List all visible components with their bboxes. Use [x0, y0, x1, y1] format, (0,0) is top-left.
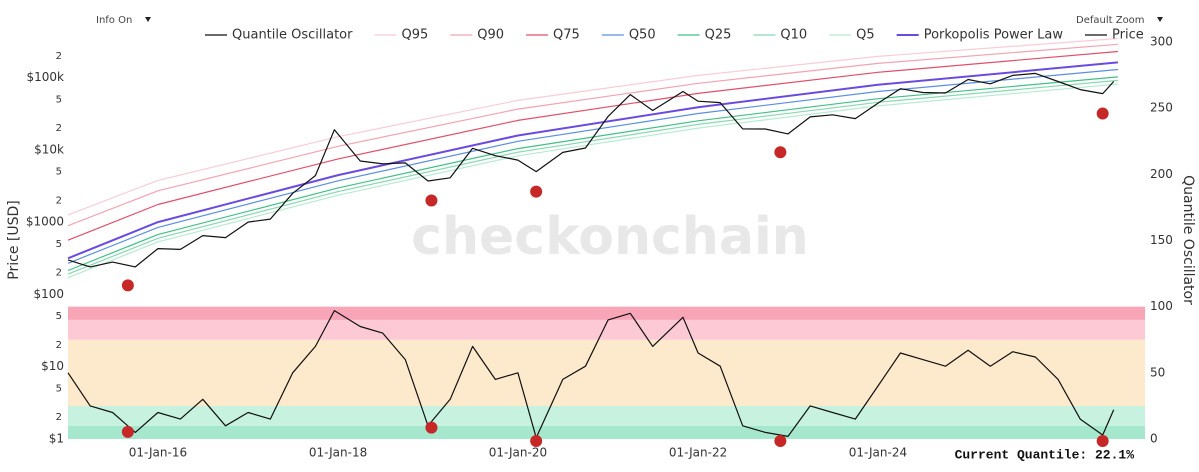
series-line: [67, 79, 1118, 275]
series-line: [67, 310, 1115, 439]
legend-label: Porkopolis Power Law: [924, 28, 1064, 43]
plot-layer: [67, 37, 1145, 447]
legend-label: Q5: [856, 28, 875, 43]
y2-tick-label: 150: [1150, 233, 1173, 247]
x-tick-label: 01-Jan-20: [489, 446, 547, 460]
signal-dot-oscillator: [121, 425, 134, 438]
y-tick-label: 5: [56, 311, 62, 322]
signal-dot-price: [1096, 107, 1109, 120]
info-toggle[interactable]: Info On: [96, 15, 132, 26]
signal-dot-price: [425, 194, 438, 207]
signal-dot-price: [774, 146, 787, 159]
legend-label: Q50: [629, 28, 656, 43]
y2-tick-label: 250: [1150, 101, 1173, 115]
y-tick-label: $100: [33, 287, 64, 301]
y-tick-label: 2: [56, 412, 62, 423]
signal-dot-oscillator: [425, 421, 438, 434]
series-line: [67, 61, 1118, 260]
series-line: [67, 37, 1118, 216]
x-tick-label: 01-Jan-18: [309, 446, 367, 460]
y-tick-label: 2: [56, 195, 62, 206]
series-line: [67, 68, 1118, 264]
y-tick-label: $100k: [27, 70, 65, 84]
y-tick-label: $10: [41, 359, 64, 373]
x-tick-label: 01-Jan-22: [669, 446, 727, 460]
current-quantile: Current Quantile: 22.1%: [955, 447, 1135, 462]
legend-label: Q95: [401, 28, 428, 43]
y-tick-label: 5: [56, 94, 62, 105]
y-tick-label: 2: [56, 268, 62, 279]
signal-dot-price: [121, 279, 134, 292]
y-tick-label: $1000: [26, 215, 64, 229]
zoom-dropdown-arrow[interactable]: [1157, 17, 1163, 22]
legend-label: Quantile Oscillator: [232, 28, 353, 43]
quantile-band: [68, 425, 1145, 439]
quantile-band: [68, 306, 1145, 320]
x-tick-label: 01-Jan-16: [129, 446, 187, 460]
info-dropdown-arrow[interactable]: [145, 17, 151, 22]
quantile-band: [68, 339, 1145, 406]
y2-tick-label: 100: [1150, 299, 1173, 313]
y-tick-label: 5: [56, 167, 62, 178]
legend-label: Q10: [780, 28, 807, 43]
quantile-band: [68, 405, 1145, 426]
y2-axis-label: Quantile Oscillator: [1180, 175, 1196, 305]
y-tick-label: 2: [56, 340, 62, 351]
watermark: checkonchain: [411, 207, 809, 267]
series-line: [67, 76, 1118, 272]
y-tick-label: 5: [56, 383, 62, 394]
y-tick-label: 2: [56, 123, 62, 134]
y2-tick-label: 300: [1150, 35, 1173, 49]
y-axis-label: Price [USD]: [6, 200, 22, 279]
signal-dot-price: [530, 185, 543, 198]
y-tick-label: $1: [49, 432, 64, 446]
y2-tick-label: 0: [1150, 432, 1158, 446]
y-tick-label: 2: [56, 51, 62, 62]
zoom-toggle[interactable]: Default Zoom: [1076, 15, 1145, 26]
series-line: [67, 50, 1118, 241]
series-line: [67, 72, 1115, 268]
legend-label: Q90: [477, 28, 504, 43]
x-tick-label: 01-Jan-24: [849, 446, 907, 460]
signal-dot-oscillator: [530, 435, 543, 447]
y-tick-label: $10k: [34, 142, 64, 156]
series-line: [67, 83, 1118, 279]
legend-label: Q75: [553, 28, 580, 43]
y-tick-label: 5: [56, 239, 62, 250]
quantile-band: [68, 319, 1145, 340]
y2-tick-label: 200: [1150, 167, 1173, 181]
series-line: [67, 43, 1118, 227]
legend-label: Price: [1112, 28, 1144, 43]
signal-dot-oscillator: [1096, 435, 1109, 447]
legend-label: Q25: [705, 28, 732, 43]
y2-tick-label: 50: [1150, 365, 1165, 379]
signal-dot-oscillator: [774, 435, 787, 447]
